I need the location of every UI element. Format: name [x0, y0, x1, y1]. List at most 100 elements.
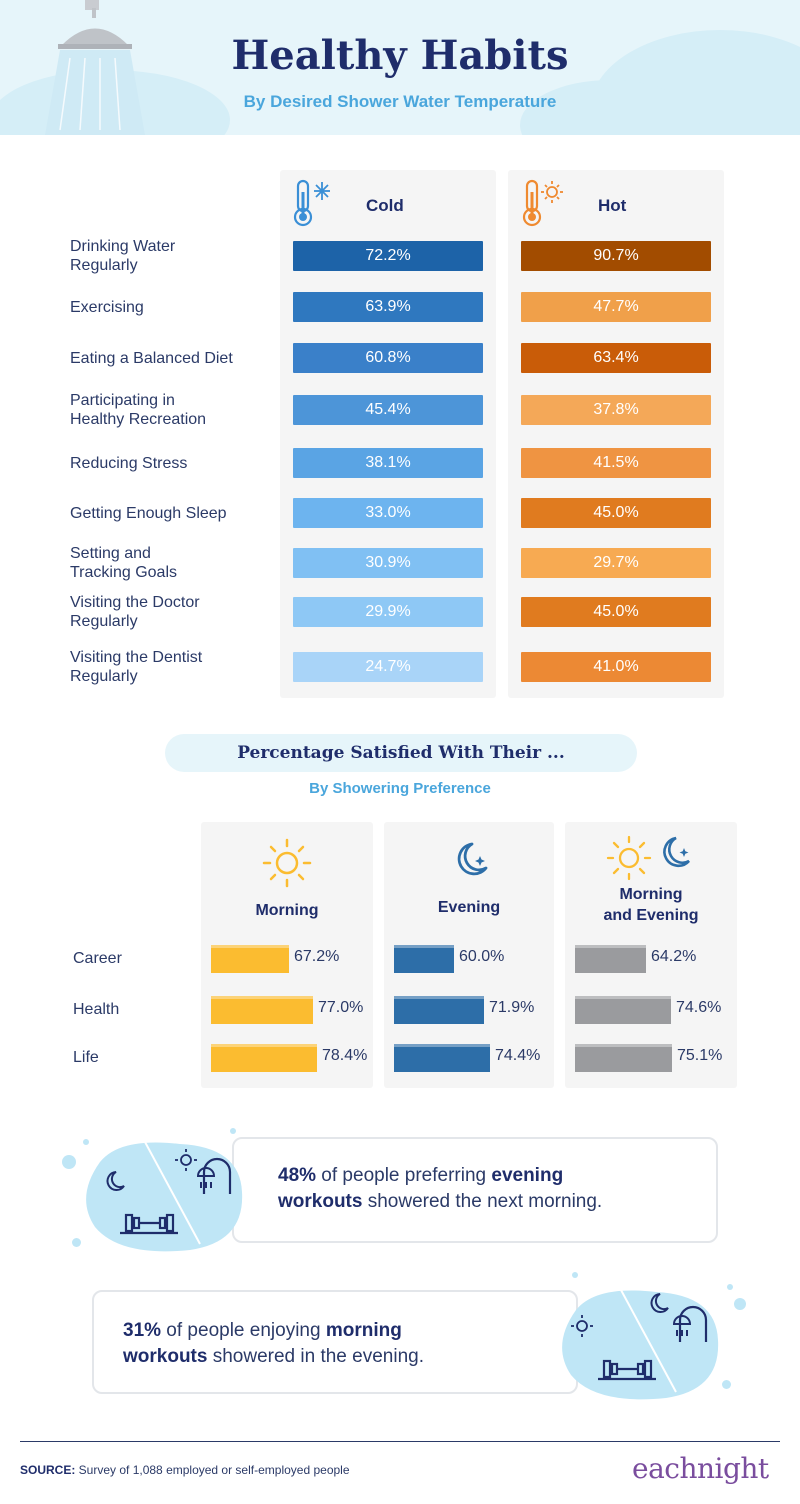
habit-label-line: Setting and: [70, 545, 151, 562]
satisfaction-bar: [394, 945, 454, 973]
satisfaction-subtitle: By Showering Preference: [309, 780, 491, 797]
habit-label: Getting Enough Sleep: [70, 504, 285, 523]
satisfaction-bar: [394, 1044, 490, 1072]
satisfaction-value-label: 71.9%: [489, 999, 535, 1016]
workout-shower-illustration-1: [86, 1141, 243, 1252]
header-band: [0, 0, 800, 135]
hot-bar-label: 41.5%: [593, 454, 639, 471]
habit-label: Reducing Stress: [70, 454, 285, 473]
satisfaction-category-label: Career: [73, 950, 122, 967]
satisfaction-title: Percentage Satisfied With Their ...: [237, 743, 565, 763]
hot-bar: 41.5%: [521, 448, 711, 478]
hot-bar-label: 90.7%: [593, 247, 639, 264]
callout-2-bold-b: workouts: [123, 1346, 208, 1367]
cold-bar-label: 63.9%: [365, 298, 411, 315]
habit-label: Visiting the Doctor Regularly: [70, 593, 285, 631]
satisfaction-bar: [394, 996, 484, 1024]
cold-bar-label: 29.9%: [365, 603, 411, 620]
habit-label-line: Reducing Stress: [70, 454, 188, 472]
source-label: SOURCE:: [20, 1463, 76, 1477]
cold-bar-label: 30.9%: [365, 554, 411, 571]
eachnight-logo[interactable]: eachnight: [632, 1452, 769, 1485]
hot-bar: 37.8%: [521, 395, 711, 425]
habit-label: Participating in Healthy Recreation: [70, 391, 285, 429]
satisfaction-bar: [575, 945, 646, 973]
habit-label-line: Eating a Balanced Diet: [70, 349, 233, 367]
satisfaction-value-label: 75.1%: [677, 1047, 723, 1064]
both-header: Morning and Evening: [565, 884, 737, 926]
source-text: Survey of 1,088 employed or self-employe…: [75, 1463, 350, 1477]
callout-2-text-a: of people enjoying: [161, 1320, 326, 1341]
decor-dot: [62, 1155, 76, 1169]
habit-label-line: Regularly: [70, 668, 138, 685]
callout-1-text-b: showered the next morning.: [362, 1191, 603, 1212]
satisfaction-value-label: 74.6%: [676, 999, 722, 1016]
hot-thermometer-icon: [522, 179, 563, 227]
sun-icon: [262, 838, 312, 888]
hot-bar-label: 45.0%: [593, 504, 639, 521]
cold-bar: 33.0%: [293, 498, 483, 528]
hot-bar-label: 63.4%: [593, 349, 639, 366]
habit-label-line: Participating in: [70, 392, 175, 409]
hot-header: Hot: [598, 196, 627, 215]
page-subtitle: By Desired Shower Water Temperature: [243, 92, 557, 111]
callout-1-stat: 48%: [278, 1165, 317, 1186]
source-note: SOURCE: Survey of 1,088 employed or self…: [20, 1463, 350, 1477]
callout-2-bold-a: morning: [325, 1320, 402, 1341]
satisfaction-bar: [211, 945, 289, 973]
satisfaction-value-label: 77.0%: [318, 999, 364, 1016]
satisfaction-value-label: 74.4%: [495, 1047, 541, 1064]
cold-bar-label: 24.7%: [365, 658, 411, 675]
habit-label-line: Visiting the Doctor: [70, 594, 200, 611]
cold-bar-label: 33.0%: [365, 504, 411, 521]
hot-bar: 45.0%: [521, 498, 711, 528]
workout-shower-illustration-2: [562, 1289, 719, 1400]
habit-label-line: Tracking Goals: [70, 564, 177, 581]
habit-label: Visiting the Dentist Regularly: [70, 648, 285, 686]
hot-bar: 45.0%: [521, 597, 711, 627]
hot-bar: 90.7%: [521, 241, 711, 271]
moon-icon: [457, 842, 488, 876]
hot-bar-label: 41.0%: [593, 658, 639, 675]
cold-bar: 24.7%: [293, 652, 483, 682]
habit-label-line: Getting Enough Sleep: [70, 504, 227, 522]
satisfaction-bar: [211, 996, 313, 1024]
habit-label-line: Exercising: [70, 298, 144, 316]
cold-bar-label: 45.4%: [365, 401, 411, 418]
cold-bar-label: 60.8%: [365, 349, 411, 366]
decor-dot: [572, 1272, 578, 1278]
callout-2-stat: 31%: [123, 1320, 162, 1341]
hot-bar-label: 29.7%: [593, 554, 639, 571]
cold-header: Cold: [366, 196, 404, 215]
habit-label: Exercising: [70, 298, 285, 317]
hot-bar: 41.0%: [521, 652, 711, 682]
morning-header: Morning: [255, 902, 319, 919]
satisfaction-value-label: 60.0%: [459, 948, 505, 965]
satisfaction-value-label: 64.2%: [651, 948, 697, 965]
both-header-line-2: and Evening: [603, 907, 699, 924]
decor-dot: [727, 1284, 733, 1290]
cold-bar: 30.9%: [293, 548, 483, 578]
satisfaction-bar: [575, 996, 671, 1024]
satisfaction-bar: [211, 1044, 317, 1072]
habit-label: Eating a Balanced Diet: [70, 349, 285, 368]
callout-box-2: [92, 1290, 578, 1394]
cold-bar: 60.8%: [293, 343, 483, 373]
habit-label-line: Visiting the Dentist: [70, 649, 203, 666]
callout-1-bold-b: workouts: [278, 1191, 363, 1212]
habit-label: Drinking Water Regularly: [70, 237, 285, 275]
hot-bar-label: 45.0%: [593, 603, 639, 620]
hot-bar: 47.7%: [521, 292, 711, 322]
decor-dot: [230, 1128, 236, 1134]
cold-bar: 38.1%: [293, 448, 483, 478]
both-header-line-1: Morning: [619, 886, 683, 903]
satisfaction-title-pill: [165, 734, 637, 772]
page-title: Healthy Habits: [231, 32, 569, 79]
evening-header: Evening: [437, 899, 501, 916]
hot-bar-label: 47.7%: [593, 298, 639, 315]
decor-dot: [734, 1298, 746, 1310]
cold-bar-label: 38.1%: [365, 454, 411, 471]
decor-dot: [83, 1139, 89, 1145]
cold-bar: 45.4%: [293, 395, 483, 425]
cold-bar: 29.9%: [293, 597, 483, 627]
